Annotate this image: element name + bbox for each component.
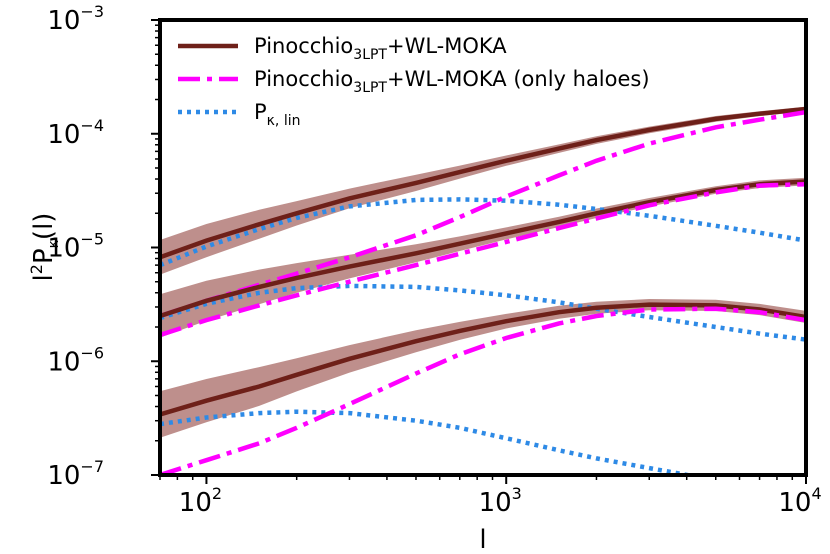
y-tick-label-2: 10−5 bbox=[47, 230, 104, 264]
y-tick-label-3: 10−4 bbox=[47, 116, 104, 150]
series-linear-1 bbox=[160, 283, 806, 342]
series-full-0 bbox=[160, 106, 806, 260]
series-haloes-0 bbox=[160, 109, 806, 319]
series-haloes-1 bbox=[160, 181, 806, 338]
x-tick-label-1: 103 bbox=[479, 484, 522, 518]
series-full-1 bbox=[160, 179, 806, 319]
x-tick-label-0: 102 bbox=[179, 484, 222, 518]
legend: Pinocchio3LPT+WL-MOKA Pinocchio3LPT+WL-MO… bbox=[178, 34, 650, 129]
series-haloes-2 bbox=[160, 306, 806, 475]
y-tick-label-0: 10−7 bbox=[47, 457, 104, 491]
axis-ticks: 102 103 104 10−7 10−6 10−5 10−4 10−3 bbox=[47, 2, 821, 518]
x-tick-label-2: 104 bbox=[778, 484, 821, 518]
y-tick-label-1: 10−6 bbox=[47, 343, 104, 377]
legend-label-full: Pinocchio3LPT+WL-MOKA bbox=[254, 34, 507, 63]
plot-area bbox=[160, 106, 806, 475]
legend-label-haloes: Pinocchio3LPT+WL-MOKA (only haloes) bbox=[254, 67, 650, 96]
y-tick-label-4: 10−3 bbox=[47, 2, 104, 36]
series-full-2 bbox=[160, 302, 806, 417]
series-linear-2 bbox=[160, 409, 700, 475]
x-axis-title: l bbox=[479, 525, 486, 554]
scatter-band-1 bbox=[160, 177, 806, 338]
scatter-band-2 bbox=[160, 299, 806, 438]
legend-label-lin: Pκ, lin bbox=[254, 100, 300, 129]
y-axis-title: l2Pκ(l) bbox=[27, 213, 62, 282]
